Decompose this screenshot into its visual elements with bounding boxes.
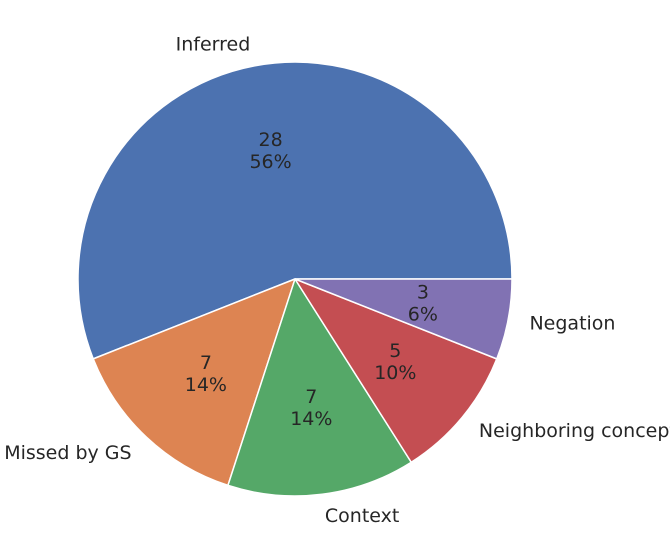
slice-label-context: Context — [325, 505, 399, 527]
slice-label-negation: Negation — [529, 313, 615, 335]
slice-percent-context: 14% — [290, 408, 332, 430]
slice-percent-inferred: 56% — [249, 151, 291, 173]
slice-label-neighboring-concept: Neighboring concept — [479, 420, 670, 442]
slice-percent-negation: 6% — [408, 303, 438, 325]
pie-slice-inferred — [77, 61, 513, 360]
slice-percent-neighboring-concept: 10% — [374, 362, 416, 384]
pie-slice-neighboring-concept — [294, 278, 498, 463]
slice-label-inferred: Inferred — [176, 34, 251, 56]
slice-value-missed-by-gs: 7 — [200, 352, 212, 374]
slice-value-neighboring-concept: 5 — [389, 340, 401, 362]
slice-label-missed-by-gs: Missed by GS — [4, 442, 131, 464]
slice-value-negation: 3 — [417, 281, 429, 303]
pie-slice-negation — [294, 278, 513, 360]
slice-value-inferred: 28 — [259, 129, 283, 151]
slice-percent-missed-by-gs: 14% — [185, 374, 227, 396]
pie-slice-context — [227, 278, 413, 497]
slice-value-context: 7 — [305, 386, 317, 408]
